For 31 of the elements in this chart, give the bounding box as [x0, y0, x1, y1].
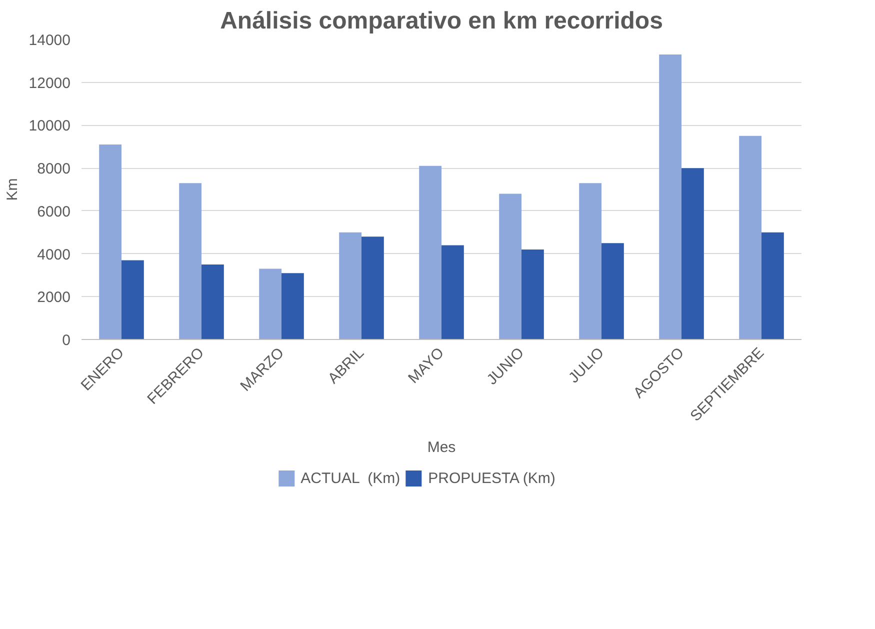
y-axis-title: Km [4, 178, 21, 201]
bar [602, 243, 624, 340]
bar [762, 232, 784, 340]
bar [419, 166, 442, 340]
y-tick-label: 8000 [37, 160, 71, 178]
bar [259, 268, 282, 340]
bar [739, 136, 762, 340]
y-tick-label: 6000 [37, 203, 71, 220]
bar [362, 236, 384, 340]
legend-label: ACTUAL (Km) [300, 470, 400, 486]
bar [339, 232, 362, 340]
y-tick-label: 0 [62, 332, 70, 349]
y-tick-label: 12000 [28, 74, 71, 92]
bar [442, 245, 464, 340]
y-tick-label: 4000 [37, 246, 71, 264]
bar [682, 168, 704, 340]
bar [282, 273, 304, 340]
y-tick-label: 14000 [28, 32, 71, 49]
bar [499, 194, 522, 340]
legend-label: PROPUESTA (Km) [428, 470, 556, 486]
chart-title: Análisis comparativo en km recorridos [220, 8, 663, 34]
bar [659, 54, 682, 340]
y-tick-label: 10000 [28, 118, 71, 135]
bar [579, 183, 602, 340]
y-tick-label: 2000 [37, 289, 71, 306]
bar [202, 264, 224, 340]
bar [522, 250, 544, 340]
x-axis-title: Mes [427, 438, 456, 456]
bar [99, 144, 122, 340]
bar [122, 260, 144, 340]
bar [179, 183, 202, 340]
